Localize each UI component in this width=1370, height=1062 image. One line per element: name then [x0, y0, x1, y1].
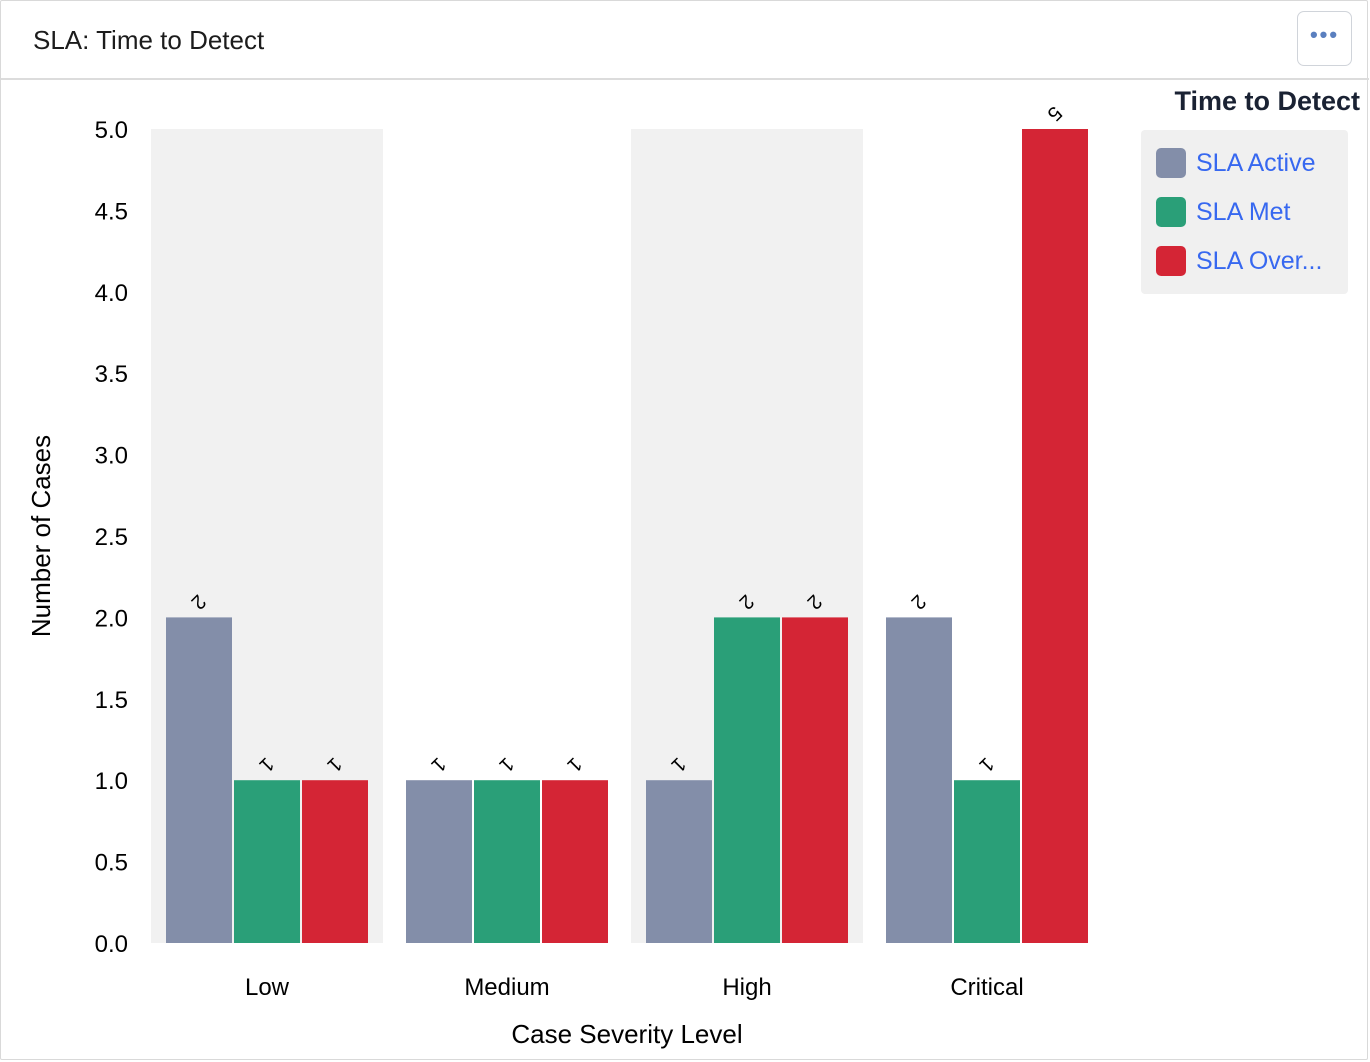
- y-axis-title: Number of Cases: [26, 435, 56, 637]
- bar-medium-sla-active: [406, 780, 472, 943]
- data-label: 1: [975, 753, 998, 776]
- bar-low-sla-over: [302, 780, 368, 943]
- bar-medium-sla-over: [542, 780, 608, 943]
- y-tick-label: 0.0: [95, 931, 128, 958]
- x-tick-label-high: High: [722, 974, 771, 1001]
- y-tick-label: 4.0: [95, 280, 128, 307]
- panel-header: SLA: Time to Detect •••: [1, 1, 1369, 80]
- y-tick-label: 2.0: [95, 605, 128, 632]
- data-label: 1: [563, 753, 586, 776]
- data-label: 2: [907, 590, 930, 613]
- bar-critical-sla-over: [1022, 129, 1088, 943]
- y-tick-label: 1.5: [95, 687, 128, 714]
- y-tick-label: 1.0: [95, 768, 128, 795]
- panel-title: SLA: Time to Detect: [33, 25, 265, 55]
- legend-title: Time to Detect: [1174, 86, 1360, 116]
- more-options-button[interactable]: •••: [1297, 11, 1352, 66]
- y-tick-label: 4.5: [95, 198, 128, 225]
- bar-critical-sla-active: [886, 617, 952, 943]
- legend-label-sla-overdue: SLA Over...: [1196, 247, 1323, 275]
- x-tick-label-critical: Critical: [950, 974, 1023, 1001]
- bar-high-sla-met: [714, 617, 780, 943]
- x-tick-label-medium: Medium: [464, 974, 549, 1001]
- more-horizontal-icon: •••: [1309, 22, 1340, 47]
- y-tick-label: 3.0: [95, 443, 128, 470]
- bar-critical-sla-met: [954, 780, 1020, 943]
- legend-item-sla-active[interactable]: SLA Active: [1156, 146, 1346, 178]
- bar-low-sla-active: [166, 617, 232, 943]
- y-tick-label: 5.0: [95, 117, 128, 144]
- legend-label-sla-met: SLA Met: [1196, 198, 1291, 226]
- legend-label-sla-active: SLA Active: [1196, 149, 1316, 177]
- y-tick-label: 3.5: [95, 361, 128, 388]
- data-label: 1: [427, 753, 450, 776]
- x-axis-title: Case Severity Level: [511, 1019, 742, 1049]
- x-tick-label-low: Low: [245, 974, 290, 1001]
- data-label: 5: [1043, 102, 1066, 125]
- legend-swatch-sla-met: [1156, 197, 1186, 227]
- data-label: 1: [495, 753, 518, 776]
- bar-high-sla-active: [646, 780, 712, 943]
- bar-chart: 0.0 0.5 1.0 1.5 2.0 2.5 3.0 3.5 4.0 4.5 5.0 2 1 1 Low 1…: [26, 102, 1088, 1049]
- bar-medium-sla-met: [474, 780, 540, 943]
- bar-low-sla-met: [234, 780, 300, 943]
- y-tick-label: 2.5: [95, 524, 128, 551]
- legend-swatch-sla-active: [1156, 148, 1186, 178]
- y-tick-label: 0.5: [95, 850, 128, 877]
- bar-high-sla-over: [782, 617, 848, 943]
- legend-swatch-sla-overdue: [1156, 246, 1186, 276]
- legend: SLA Active SLA Met SLA Over...: [1141, 130, 1348, 294]
- legend-item-sla-overdue[interactable]: SLA Over...: [1156, 244, 1346, 276]
- legend-item-sla-met[interactable]: SLA Met: [1156, 195, 1346, 227]
